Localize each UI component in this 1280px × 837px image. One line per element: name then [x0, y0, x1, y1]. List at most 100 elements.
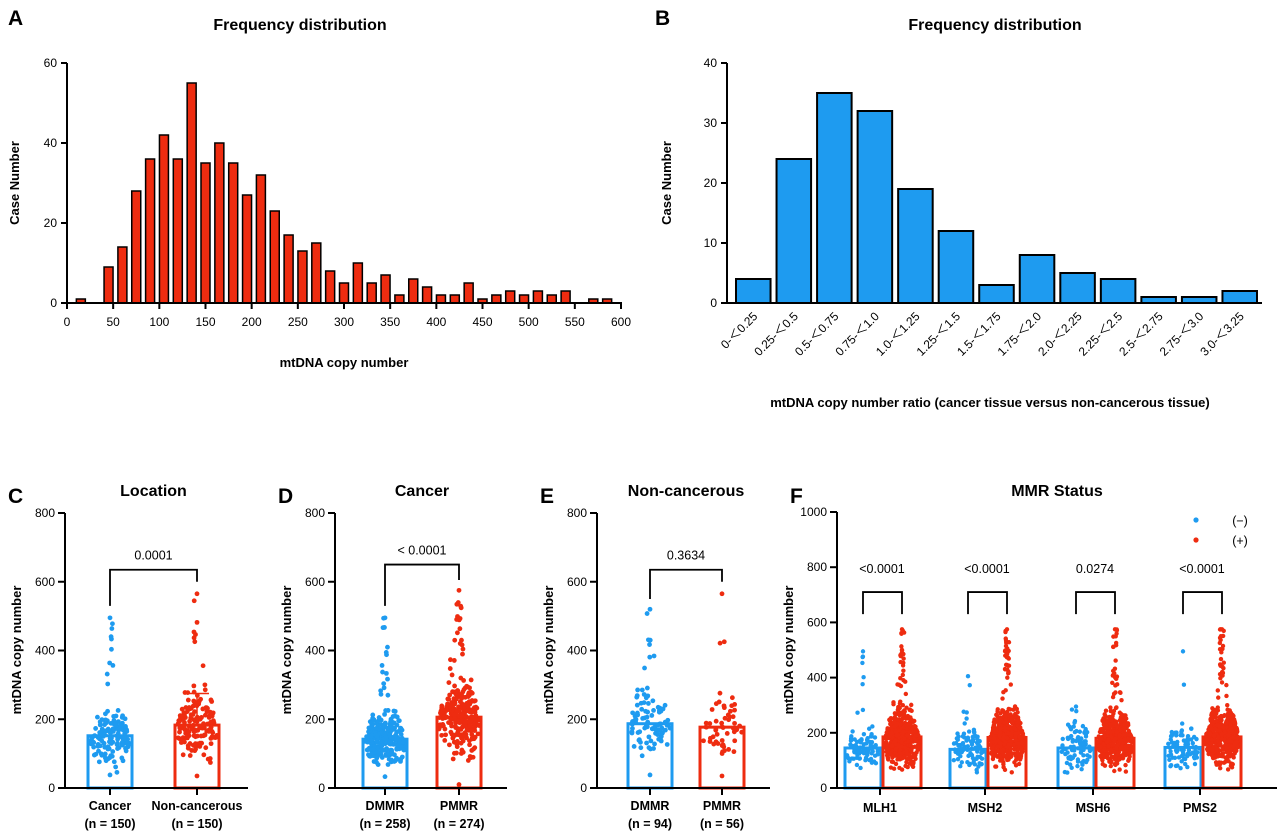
- data-point: [1013, 738, 1018, 743]
- data-point: [993, 752, 998, 758]
- data-point: [1213, 715, 1218, 720]
- category-label: MLH1: [863, 801, 897, 815]
- data-point: [200, 663, 206, 669]
- y-tick-label: 600: [567, 575, 587, 589]
- data-point: [450, 689, 456, 695]
- data-point: [1008, 746, 1013, 751]
- data-point: [1105, 755, 1111, 761]
- data-point: [389, 725, 395, 731]
- y-tick-label: 800: [305, 506, 325, 520]
- data-point: [905, 756, 911, 761]
- data-point: [1231, 713, 1236, 719]
- data-point: [998, 749, 1004, 754]
- data-point: [634, 693, 640, 699]
- data-point: [379, 755, 385, 760]
- histogram-bar: [214, 142, 225, 304]
- data-point: [860, 654, 865, 660]
- y-tick-label: 30: [704, 116, 718, 130]
- data-point: [1123, 762, 1128, 768]
- data-point: [179, 715, 185, 720]
- data-point: [1211, 733, 1217, 738]
- data-point: [209, 699, 215, 704]
- data-point: [120, 735, 125, 741]
- data-point: [1220, 669, 1225, 675]
- data-point: [1113, 640, 1119, 646]
- data-point: [115, 736, 121, 742]
- data-point: [848, 738, 854, 743]
- data-point: [887, 733, 893, 739]
- data-point: [1002, 767, 1008, 773]
- y-axis-label: mtDNA copy number: [9, 586, 24, 715]
- data-point: [192, 709, 197, 715]
- data-point: [1009, 770, 1014, 775]
- data-point: [396, 718, 402, 724]
- p-value-label: 0.0001: [134, 549, 172, 563]
- data-point: [194, 591, 200, 597]
- data-point: [1079, 766, 1084, 772]
- data-point: [105, 681, 111, 687]
- data-point: [456, 782, 462, 787]
- data-point: [1227, 738, 1232, 743]
- data-point: [103, 717, 108, 723]
- data-point: [660, 730, 665, 736]
- y-tick-label: 10: [704, 236, 718, 250]
- data-point: [107, 772, 113, 778]
- data-point: [391, 741, 397, 747]
- data-point: [472, 728, 478, 733]
- histogram-bar: [435, 294, 447, 304]
- data-point: [474, 705, 480, 711]
- group-n-label: (n = 150): [84, 817, 135, 831]
- data-point: [187, 718, 193, 724]
- data-point: [860, 681, 865, 687]
- histogram-bar: [1018, 254, 1056, 304]
- data-point: [1189, 726, 1194, 731]
- data-point: [956, 743, 961, 748]
- data-point: [907, 707, 913, 712]
- y-tick-label: 0: [820, 781, 827, 795]
- data-point: [401, 747, 407, 753]
- data-point: [1009, 731, 1014, 736]
- y-tick-label: 0: [318, 781, 325, 795]
- histogram-bar: [297, 250, 308, 304]
- data-point: [894, 733, 899, 738]
- data-point: [110, 621, 115, 627]
- group-n-label: (n = 56): [700, 817, 744, 831]
- data-point: [1101, 720, 1106, 725]
- data-point: [721, 639, 727, 645]
- data-point: [1073, 704, 1079, 709]
- data-point: [1226, 758, 1231, 764]
- data-point: [1060, 736, 1065, 742]
- data-point: [439, 703, 445, 709]
- data-point: [852, 749, 857, 754]
- significance-bracket: [109, 568, 198, 606]
- data-point: [873, 761, 879, 766]
- histogram-bar: [117, 246, 128, 304]
- data-point: [648, 738, 654, 744]
- data-point: [732, 738, 738, 744]
- data-point: [1218, 676, 1223, 681]
- data-point: [1112, 666, 1118, 671]
- data-point: [99, 727, 105, 733]
- data-point: [639, 687, 645, 693]
- significance-bracket: [1182, 591, 1223, 615]
- data-point: [1123, 731, 1129, 737]
- data-point: [1081, 758, 1086, 764]
- data-point: [1119, 697, 1124, 703]
- data-point: [192, 727, 198, 733]
- y-tick-label: 40: [704, 56, 718, 70]
- data-point: [449, 672, 455, 678]
- legend-label: (+): [1232, 534, 1248, 548]
- data-point: [468, 728, 474, 734]
- data-point: [115, 740, 120, 746]
- data-point: [1221, 628, 1226, 634]
- data-point: [368, 734, 374, 740]
- data-point: [1008, 754, 1014, 759]
- data-point: [866, 726, 872, 731]
- data-point: [379, 663, 385, 668]
- data-point: [445, 701, 450, 707]
- data-point: [1006, 669, 1011, 674]
- category-label: MSH6: [1076, 801, 1111, 815]
- data-point: [1233, 747, 1239, 752]
- data-point: [1071, 744, 1076, 749]
- data-point: [884, 741, 889, 746]
